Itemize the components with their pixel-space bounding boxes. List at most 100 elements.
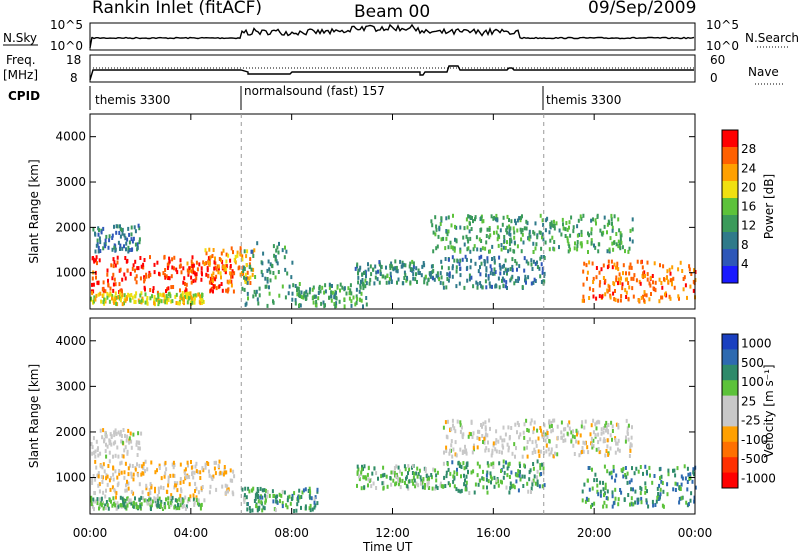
data-cell-5-72 [539,426,542,430]
data-cell-8-66 [477,269,480,274]
data-cell-4-137 [367,483,369,488]
data-cell-1-39 [158,496,161,501]
x-tick-label-1: 04:00 [174,526,209,540]
data-cell-7-245 [431,223,434,228]
data-cell-1-20 [185,504,188,509]
data-cell-7-57 [644,485,647,490]
data-cell-1-132 [170,299,173,304]
data-cell-5-206 [531,450,534,455]
data-cell-8-117 [524,274,527,279]
data-cell-3-44 [257,495,259,500]
data-cell-9-12 [583,261,586,266]
data-cell-2-65 [218,257,221,261]
data-cell-7-1 [506,225,509,230]
data-cell-2-75 [140,431,143,436]
data-cell-0-54 [143,275,146,280]
data-cell-1-120 [110,499,112,504]
data-cell-9-27 [683,275,686,280]
data-cell-0-95 [182,479,185,484]
data-cell-7-149 [604,482,607,487]
data-cell-9-143 [617,281,619,286]
colorbar-tick-6: -500 [741,452,768,466]
data-cell-2-73 [210,273,213,278]
data-cell-4-31 [269,270,272,275]
data-cell-8-111 [469,265,472,270]
data-cell-4-63 [275,248,278,253]
data-cell-6-70 [501,480,503,485]
data-cell-5-233 [562,438,565,443]
data-cell-7-81 [613,214,616,219]
data-cell-6-66 [396,268,399,273]
data-cell-6-86 [460,488,463,493]
data-cell-9-166 [671,282,673,287]
nsearch-tick-top: 10^5 [706,18,739,32]
data-cell-1-73 [154,502,157,507]
data-cell-3-32 [273,494,276,498]
data-cell-6-37 [477,482,480,487]
data-cell-3-106 [286,505,289,510]
data-cell-3-39 [293,509,296,513]
data-cell-5-230 [545,443,548,448]
data-cell-1-123 [144,292,147,297]
data-cell-3-50 [300,495,303,499]
data-cell-7-134 [500,243,503,247]
data-cell-5-5 [321,285,324,290]
data-cell-9-29 [652,286,655,291]
data-cell-7-316 [455,238,458,243]
data-cell-5-19 [626,426,629,431]
data-cell-9-154 [611,265,614,270]
data-cell-1-99 [133,294,136,299]
data-cell-7-184 [467,239,470,244]
data-cell-0-152 [175,267,178,272]
data-cell-5-271 [611,437,613,442]
data-cell-5-39 [339,282,342,287]
data-cell-0-158 [200,486,203,491]
data-cell-5-75 [476,435,479,440]
data-cell-5-272 [572,429,574,434]
data-cell-0-132 [182,266,185,271]
data-cell-3-108 [243,497,245,502]
data-cell-1-28 [142,496,145,501]
data-cell-5-36 [495,429,498,434]
data-cell-2-48 [211,279,214,284]
data-cell-7-174 [534,221,537,226]
data-cell-1-164 [166,300,168,305]
data-cell-8-99 [504,284,507,289]
data-cell-6-140 [468,491,471,495]
data-cell-6-141 [482,485,485,490]
data-cell-3-7 [128,248,131,252]
data-cell-8-97 [480,261,483,266]
data-cell-5-165 [501,450,503,455]
data-cell-7-142 [469,221,471,226]
data-cell-7-9 [496,225,499,230]
y-axis-label: Slant Range [km] [27,159,41,263]
data-cell-8-125 [444,257,447,261]
data-cell-5-217 [587,450,590,455]
data-cell-9-61 [616,265,619,270]
data-cell-3-50 [127,249,130,254]
data-cell-6-107 [540,472,542,476]
data-cell-7-121 [502,245,505,250]
data-cell-3-58 [313,505,316,510]
data-cell-5-27 [584,419,587,424]
data-cell-7-117 [587,466,590,470]
data-cell-5-163 [602,430,605,435]
data-cell-3-91 [248,489,251,494]
data-cell-9-111 [610,259,613,264]
data-cell-3-20 [123,233,126,238]
data-cell-9-119 [582,294,585,299]
data-cell-0-105 [168,259,171,264]
data-cell-4-73 [434,468,437,473]
data-cell-4-45 [287,291,290,296]
data-cell-4-131 [398,469,401,474]
data-cell-7-225 [610,221,613,226]
data-cell-7-246 [627,249,630,254]
data-cell-5-290 [488,418,491,423]
data-cell-7-25 [587,250,589,254]
data-cell-6-59 [464,484,467,489]
data-cell-0-113 [109,286,112,291]
data-cell-8-62 [489,284,492,289]
data-cell-0-3 [126,258,129,263]
data-cell-3-58 [96,238,99,243]
data-cell-7-163 [610,470,613,475]
